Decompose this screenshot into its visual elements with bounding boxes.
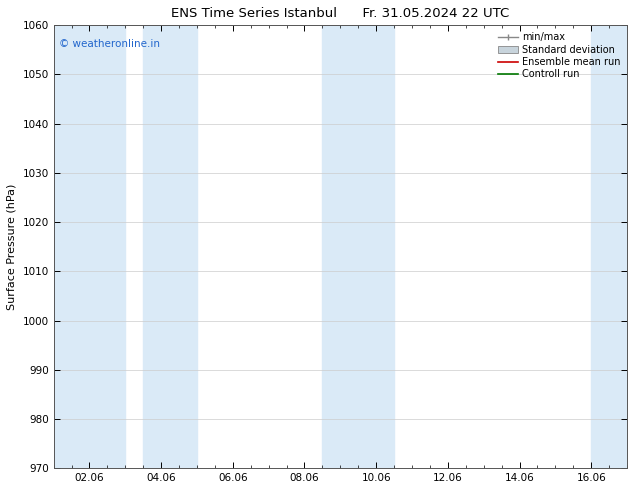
Text: © weatheronline.in: © weatheronline.in bbox=[60, 39, 160, 49]
Legend: min/max, Standard deviation, Ensemble mean run, Controll run: min/max, Standard deviation, Ensemble me… bbox=[496, 30, 622, 81]
Bar bbox=[143, 25, 197, 468]
Bar bbox=[592, 25, 627, 468]
Bar bbox=[323, 25, 394, 468]
Title: ENS Time Series Istanbul      Fr. 31.05.2024 22 UTC: ENS Time Series Istanbul Fr. 31.05.2024 … bbox=[171, 7, 510, 20]
Bar bbox=[54, 25, 126, 468]
Y-axis label: Surface Pressure (hPa): Surface Pressure (hPa) bbox=[7, 184, 17, 310]
